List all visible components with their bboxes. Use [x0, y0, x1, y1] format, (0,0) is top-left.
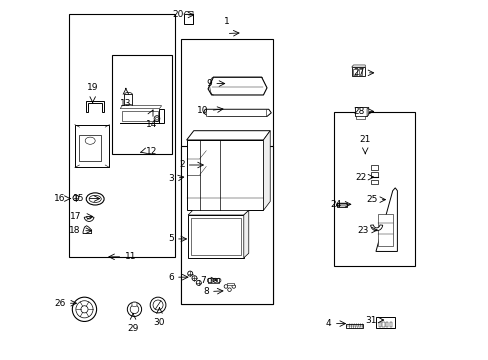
Bar [124, 94, 132, 106]
Polygon shape [83, 226, 91, 234]
Text: 7: 7 [200, 275, 205, 284]
Bar [333, 112, 414, 266]
Polygon shape [75, 125, 109, 167]
Polygon shape [186, 140, 263, 210]
Bar [370, 172, 378, 177]
Polygon shape [120, 106, 162, 109]
Text: 10: 10 [197, 106, 208, 115]
Bar [355, 116, 365, 118]
Bar [389, 322, 391, 327]
Bar [122, 111, 158, 121]
Polygon shape [188, 215, 244, 258]
Text: 26: 26 [54, 299, 65, 308]
Bar [378, 322, 381, 327]
Text: 23: 23 [357, 225, 368, 234]
Polygon shape [85, 101, 104, 112]
Bar [181, 39, 273, 304]
Text: 31: 31 [364, 315, 376, 324]
Text: 18: 18 [69, 226, 81, 235]
Bar [336, 203, 346, 207]
Bar [358, 68, 362, 75]
Bar [207, 278, 219, 283]
Text: 27: 27 [352, 68, 364, 77]
Polygon shape [207, 77, 266, 95]
Text: 1: 1 [224, 17, 229, 26]
Text: 19: 19 [87, 83, 98, 92]
Bar [80, 135, 101, 161]
Text: 13: 13 [120, 99, 131, 108]
Bar [354, 107, 366, 116]
Polygon shape [203, 109, 271, 116]
Polygon shape [263, 131, 270, 210]
Bar [69, 14, 175, 257]
Polygon shape [375, 188, 397, 251]
Text: 29: 29 [127, 324, 139, 333]
Text: 21: 21 [359, 135, 370, 144]
Bar [111, 55, 171, 154]
Text: 12: 12 [145, 147, 157, 156]
Text: 30: 30 [153, 318, 165, 327]
Text: 17: 17 [70, 212, 81, 221]
Bar [190, 217, 241, 255]
Bar [206, 109, 266, 116]
Polygon shape [132, 302, 137, 306]
Text: 20: 20 [172, 10, 183, 19]
Text: 16: 16 [54, 194, 65, 203]
Text: 3: 3 [168, 174, 174, 183]
Polygon shape [366, 107, 368, 116]
Bar [382, 322, 384, 327]
Wedge shape [84, 217, 94, 221]
Text: 4: 4 [325, 319, 331, 328]
Text: 14: 14 [145, 120, 157, 129]
Bar [351, 67, 365, 76]
Bar [346, 324, 363, 328]
Polygon shape [351, 65, 365, 67]
Text: 11: 11 [124, 252, 136, 261]
Text: 24: 24 [330, 200, 341, 209]
Bar [378, 214, 392, 246]
Polygon shape [188, 210, 248, 215]
Bar [370, 165, 378, 170]
Polygon shape [120, 109, 164, 123]
Polygon shape [183, 12, 193, 14]
Polygon shape [244, 210, 248, 258]
Text: 8: 8 [203, 287, 208, 296]
Bar [183, 14, 193, 23]
Polygon shape [186, 131, 270, 140]
Wedge shape [370, 225, 382, 231]
Bar [352, 68, 356, 75]
Text: 15: 15 [73, 194, 84, 203]
Bar [181, 146, 273, 304]
Text: 6: 6 [168, 273, 173, 282]
Bar [385, 322, 387, 327]
Text: 25: 25 [365, 195, 377, 204]
Text: 28: 28 [352, 107, 364, 116]
Text: 22: 22 [355, 173, 366, 182]
Bar [370, 180, 378, 184]
Text: 9: 9 [206, 79, 212, 88]
Bar [226, 283, 234, 285]
Text: 2: 2 [179, 161, 184, 170]
Text: 5: 5 [168, 234, 173, 243]
Bar [375, 317, 394, 328]
